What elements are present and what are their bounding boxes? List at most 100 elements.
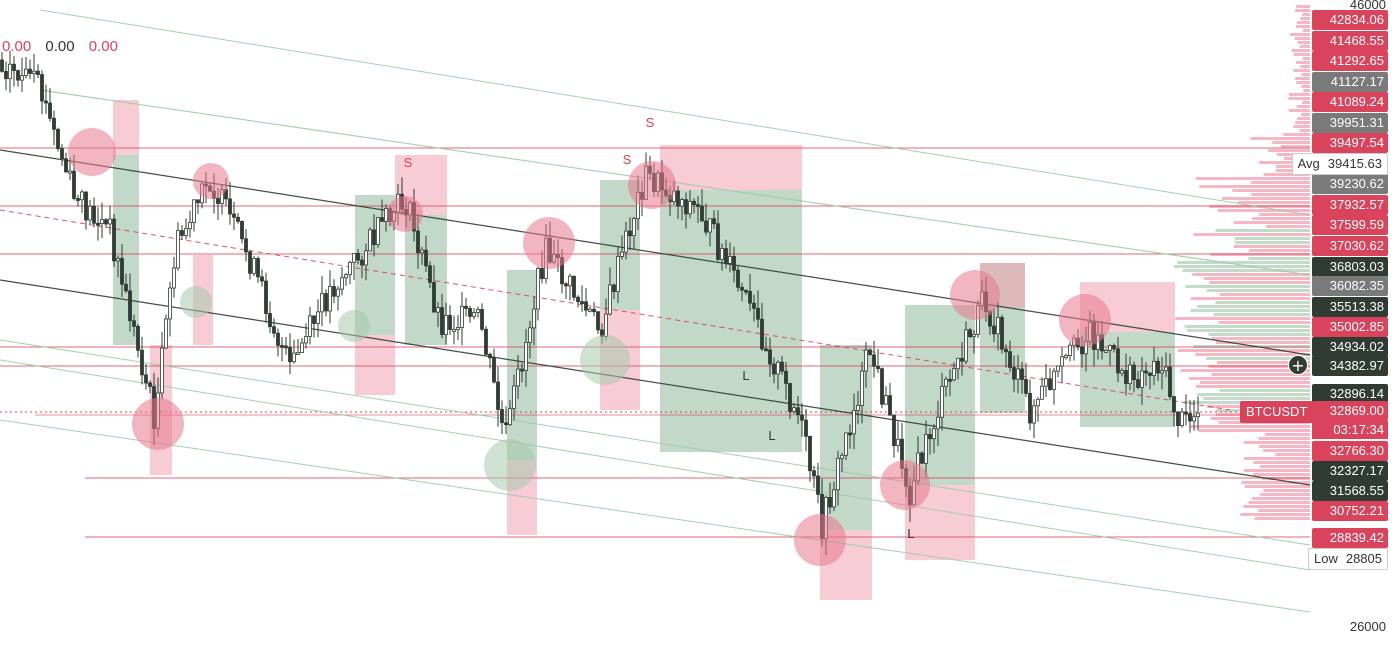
candle-body [704, 220, 708, 233]
buy-zone [660, 190, 802, 420]
volume-bar [1219, 293, 1310, 296]
volume-bar [1232, 189, 1310, 192]
volume-bar [1184, 325, 1310, 328]
candle-body [604, 313, 608, 337]
volume-bar [1211, 337, 1310, 340]
avg-label: Avg [1297, 156, 1320, 171]
sell-zone [355, 335, 395, 395]
candle-body [132, 320, 136, 327]
candle-body [1152, 360, 1156, 376]
candle-body [124, 283, 128, 292]
candle-body [1192, 416, 1196, 422]
volume-bar [1244, 457, 1310, 460]
volume-bar [1243, 505, 1310, 508]
candle-body [316, 311, 320, 324]
candle-body [144, 374, 148, 384]
volume-bar [1301, 85, 1310, 88]
volume-bar [1293, 69, 1310, 72]
volume-bar [1263, 489, 1310, 492]
candle-body [968, 329, 972, 338]
volume-bar [1215, 301, 1310, 304]
candle-body [420, 249, 424, 254]
candle-body [4, 70, 8, 80]
price-tag: 30752.21 [1312, 501, 1388, 521]
volume-bar [1295, 25, 1310, 28]
volume-bar [1288, 97, 1310, 100]
candle-body [840, 454, 844, 459]
candle-body [196, 199, 200, 204]
candle-body [448, 314, 452, 330]
volume-bar [1259, 161, 1310, 164]
volume-profile [1173, 5, 1310, 520]
price-tag: 37030.62 [1312, 236, 1388, 256]
candle-body [684, 199, 688, 215]
buy-pivot-circle [180, 286, 212, 318]
symbol-tag: BTCUSDT [1240, 401, 1314, 423]
current-price-value: 32869.00 [1329, 403, 1384, 418]
candle-body [140, 349, 144, 376]
candle-body [588, 308, 592, 312]
candle-body [872, 354, 876, 367]
volume-bar [1302, 101, 1310, 104]
volume-bar [1240, 513, 1310, 516]
candle-body [116, 258, 120, 262]
candle-body [768, 349, 772, 365]
volume-bar [1203, 277, 1310, 280]
candle-body [716, 223, 720, 260]
volume-bar [1182, 269, 1310, 272]
candle-body [176, 230, 180, 269]
candle-body [312, 315, 316, 324]
add-level-button[interactable]: + [1288, 355, 1308, 375]
volume-bar [1260, 465, 1310, 468]
candle-body [456, 327, 460, 330]
candle-body [136, 325, 140, 351]
candle-body [856, 405, 860, 411]
candle-body [1196, 412, 1200, 418]
price-tag: 34934.02 [1312, 337, 1388, 357]
candle-body [268, 313, 272, 328]
candle-body [1108, 345, 1112, 351]
candle-body [1056, 365, 1060, 372]
volume-bar [1297, 41, 1310, 44]
candle-body [336, 288, 340, 297]
candle-body [580, 301, 584, 305]
candle-body [832, 489, 836, 508]
candle-body [52, 117, 56, 130]
volume-bar [1275, 453, 1310, 456]
candle-body [1188, 413, 1192, 422]
volume-bar [1195, 353, 1310, 356]
volume-bar [1293, 125, 1310, 128]
candle-body [532, 308, 536, 329]
sell-pivot-circle [193, 163, 229, 199]
candle-body [616, 256, 620, 292]
volume-bar [1221, 197, 1310, 200]
candle-body [944, 378, 948, 387]
candle-body [784, 370, 788, 384]
long-signal-label: L [768, 428, 775, 443]
candle-body [480, 309, 484, 330]
candle-body [12, 63, 16, 71]
volume-bar [1198, 429, 1310, 432]
candle-body [68, 170, 72, 174]
candle-body [248, 251, 252, 274]
candle-body [96, 222, 100, 226]
volume-bar [1177, 349, 1310, 352]
candle-body [1068, 344, 1072, 356]
candle-body [296, 352, 300, 356]
volume-bar [1215, 229, 1310, 232]
candle-body [880, 368, 884, 405]
volume-bar [1175, 317, 1310, 320]
candle-body [696, 204, 700, 207]
price-tag: 39951.31 [1312, 113, 1388, 133]
price-tag: 32327.17 [1312, 461, 1388, 481]
candle-body [288, 346, 292, 363]
candle-body [800, 414, 804, 421]
price-tag: 41089.24 [1312, 92, 1388, 112]
candle-body [364, 250, 368, 266]
candle-body [620, 251, 624, 257]
candle-body [216, 197, 220, 204]
candle-body [1148, 372, 1152, 376]
candle-body [728, 255, 732, 264]
candle-body [540, 268, 544, 279]
